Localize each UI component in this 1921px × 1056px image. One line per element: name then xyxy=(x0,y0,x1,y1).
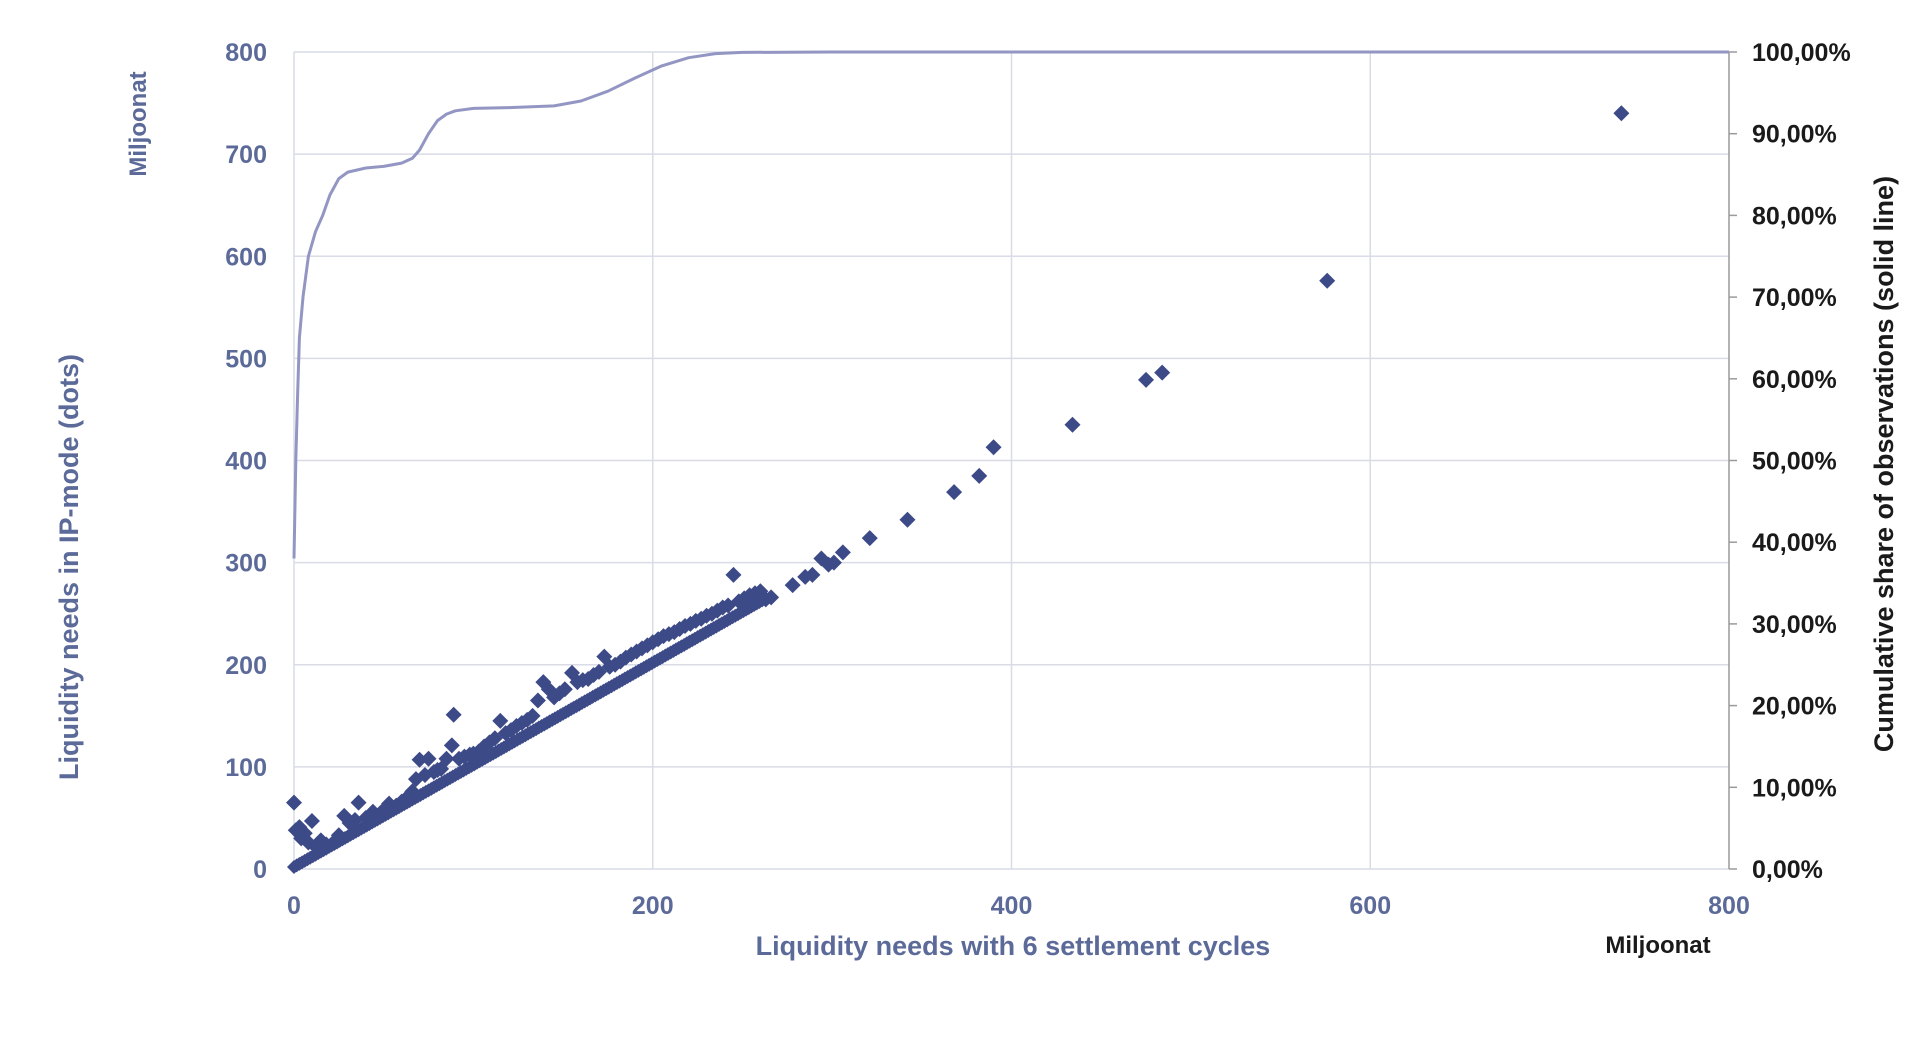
y2-tick-label: 90,00% xyxy=(1752,121,1837,149)
scatter-point xyxy=(492,712,509,729)
scatter-point xyxy=(971,467,988,484)
scatter-point xyxy=(286,794,302,811)
x-tick-label: 200 xyxy=(632,892,674,920)
x-unit-label: Miljoonat xyxy=(1605,932,1710,959)
y2-tick-label: 20,00% xyxy=(1752,693,1837,721)
scatter-point xyxy=(725,566,742,583)
axes xyxy=(293,51,1737,870)
y-tick-labels: 0 100 200 300 400 500 600 700 800 xyxy=(225,39,267,884)
x-tick-labels: 0 200 400 600 800 xyxy=(287,892,1750,920)
y-tick-label: 200 xyxy=(225,652,267,680)
scatter-series xyxy=(286,105,1630,874)
y-tick-label: 500 xyxy=(225,345,267,373)
scatter-point xyxy=(1613,105,1630,122)
scatter-point xyxy=(350,794,367,811)
scatter-point xyxy=(899,511,916,528)
gridlines xyxy=(294,51,1729,869)
y-tick-label: 100 xyxy=(225,754,267,782)
x-tick-label: 800 xyxy=(1708,892,1750,920)
scatter-point xyxy=(784,577,801,594)
scatter-point xyxy=(834,544,851,561)
scatter-point xyxy=(346,811,363,828)
scatter-point xyxy=(825,554,842,571)
y2-tick-label: 40,00% xyxy=(1752,529,1837,557)
scatter-point xyxy=(1064,416,1081,433)
scatter-point xyxy=(1138,371,1155,388)
y2-tick-label: 100,00% xyxy=(1752,39,1851,67)
y2-tick-label: 50,00% xyxy=(1752,448,1837,476)
x-tick-label: 0 xyxy=(287,892,301,920)
y2-tick-label: 0,00% xyxy=(1752,856,1823,884)
y2-tick-label: 10,00% xyxy=(1752,774,1837,802)
y-axis-title: Liquidity needs in IP-mode (dots) xyxy=(54,354,84,780)
scatter-point xyxy=(303,813,320,830)
y-unit-label: Miljoonat xyxy=(125,71,152,176)
cumulative-line xyxy=(292,50,1729,559)
x-tick-label: 600 xyxy=(1349,892,1391,920)
y2-tick-label: 70,00% xyxy=(1752,284,1837,312)
scatter-point xyxy=(1319,272,1336,289)
y2-tick-labels: 0,00% 10,00% 20,00% 30,00% 40,00% 50,00% 60,00… xyxy=(1752,39,1851,884)
y-tick-label: 700 xyxy=(225,141,267,169)
x-tick-label: 400 xyxy=(991,892,1033,920)
y2-tick-label: 80,00% xyxy=(1752,202,1837,230)
scatter-point xyxy=(556,681,573,698)
cumulative-line-series xyxy=(292,50,1729,559)
scatter-point xyxy=(404,783,421,800)
scatter-point xyxy=(985,439,1002,456)
scatter-point xyxy=(529,692,546,709)
y-tick-label: 600 xyxy=(225,243,267,271)
y-tick-label: 800 xyxy=(225,39,267,67)
y-tick-label: 400 xyxy=(225,448,267,476)
scatter-point xyxy=(1154,364,1171,381)
scatter-point xyxy=(420,750,437,767)
y-tick-label: 0 xyxy=(253,856,267,884)
scatter-point xyxy=(445,706,462,723)
y2-tick-label: 30,00% xyxy=(1752,611,1837,639)
y2-tick-label: 60,00% xyxy=(1752,366,1837,394)
y2-axis-title: Cumulative share of observations (solid … xyxy=(1869,176,1899,752)
scatter-point xyxy=(763,589,780,606)
y-tick-label: 300 xyxy=(225,550,267,578)
scatter-point xyxy=(438,750,455,767)
x-axis-title: Liquidity needs with 6 settlement cycles xyxy=(756,931,1271,961)
scatter-point xyxy=(443,737,460,754)
scatter-point xyxy=(330,827,347,844)
scatter-point xyxy=(861,530,878,547)
scatter-point xyxy=(524,707,541,724)
scatter-point xyxy=(804,566,821,583)
scatter-point xyxy=(946,484,963,501)
